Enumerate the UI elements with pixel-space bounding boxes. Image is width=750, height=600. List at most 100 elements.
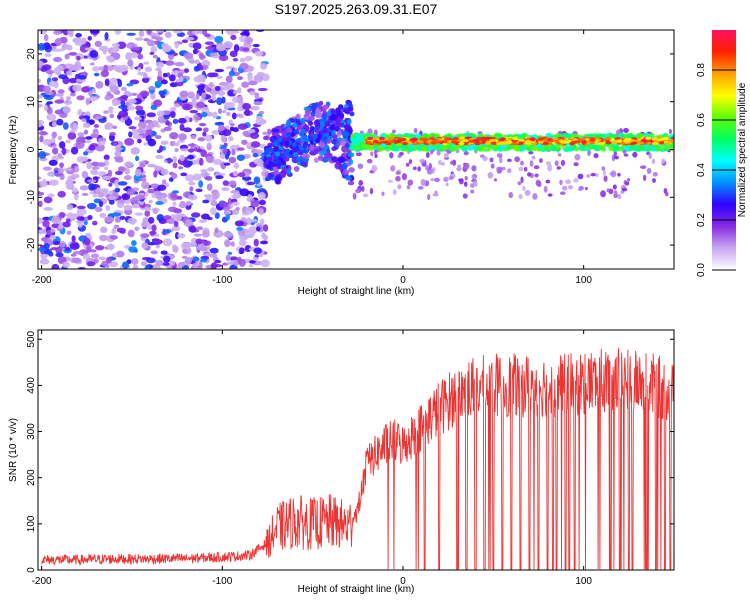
spectrogram-cell [654,146,661,152]
colorbar-tick-label: 0.4 [696,163,707,177]
spectrogram-cell [214,227,219,234]
spectrogram-cell [172,190,179,194]
spectrogram-cell [248,225,258,234]
spectrogram-cell [493,178,498,182]
spectrogram-cell [281,160,287,166]
spectrogram-cell [473,180,478,187]
spectrogram-cell [397,184,402,190]
spectrogram-cell [108,106,114,111]
spectrogram-cell [226,111,231,116]
spectrogram-cell [88,96,98,102]
spectrogram-cell [454,143,461,149]
spectrogram-cell [366,158,373,164]
spectrogram-cell [120,94,129,100]
spectrogram-cell [168,74,176,82]
spectrogram-cell [95,245,105,251]
spectrogram-cell [77,75,87,80]
spectrogram-cell [279,170,287,178]
spectrogram-cell [554,132,561,138]
spectrogram-cell [459,178,464,185]
spectrogram-cell [191,30,201,35]
spectrogram-cell [161,45,168,51]
spectrogram-cell [511,142,518,146]
spectrogram-cell [273,146,279,152]
spectrogram-cell [39,135,44,143]
spectrogram-cell [623,145,630,151]
spectrogram-cell [529,138,536,142]
spectrogram-cell [187,242,198,248]
spectrogram-cell [338,104,344,110]
spectrogram-cell [201,106,210,114]
spectrogram-cell [132,134,143,139]
spectrogram-cell [51,48,62,52]
spectrogram-cell [342,131,350,137]
spectrogram-cell [43,207,53,211]
spectrogram-cell [271,128,280,133]
spectrogram-cell [377,146,384,152]
spectrogram-cell [656,138,663,142]
spectrogram-cell [260,240,269,245]
spectrogram-cell [188,181,196,186]
spectrogram-cell [389,152,394,159]
spectrogram-cell [68,63,74,72]
spectrogram-cell [291,142,297,148]
spectrogram-cell [557,153,562,157]
snr-xlabel: Height of straight line (km) [298,584,415,595]
spectrogram-cell [508,192,514,199]
spectrogram-cell [202,127,209,133]
spectrogram-cell [147,242,156,246]
spectrogram-cell [50,228,56,233]
spectrogram-cell [121,193,131,200]
spectrogram-cell [151,238,159,242]
spectrogram-cell [131,92,138,96]
spectrogram-cell [178,166,184,170]
spectrogram-cell [185,218,193,227]
spectrogram-cell [286,168,291,175]
spectrogram-cell [598,141,605,146]
spectrogram-cell [280,152,286,158]
spectrogram-cell [432,193,439,197]
spectrogram-cell [255,117,266,126]
spectrogram-cell [45,69,54,75]
spectrogram-cell [38,176,42,180]
spectrogram-cell [51,122,58,127]
spectrogram-cell [129,79,140,85]
spectrogram-cell [265,176,272,181]
spectrogram-cell [458,142,465,146]
spectrogram-cell [611,141,618,145]
spectrogram-cell [92,220,98,226]
spectrogram-cell [228,180,237,186]
spectrogram-cell [147,188,155,194]
spectrogram-cell [196,101,206,109]
spectrogram-cell [271,162,277,168]
spectrogram-xtick-label: -100 [212,275,232,286]
spectrogram-cell [146,112,156,118]
spectrogram-cell [66,230,72,235]
spectrogram-cell [214,85,221,92]
spectrogram-cell [224,84,234,90]
spectrogram-cell [507,158,512,162]
spectrogram-cell [43,104,48,111]
spectrogram-cell [62,105,71,114]
spectrogram-cell [225,30,236,36]
spectrogram-cell [159,145,164,153]
spectrogram-cell [167,157,172,164]
spectrogram-cell [362,193,369,198]
spectrogram-cell [637,132,644,138]
spectrogram-cell [638,141,645,145]
spectrogram-cell [94,40,102,48]
spectrogram-cell [499,156,503,164]
spectrogram-cell [160,140,169,145]
spectrogram-cell [56,118,64,126]
spectrogram-cell [201,230,210,238]
spectrogram-cell [114,170,123,176]
spectrogram-cell [230,241,235,247]
spectrogram-cell [163,113,170,120]
spectrogram-cell [200,171,210,178]
snr-ytick-label: 500 [26,330,37,347]
spectrogram-cell [187,160,193,166]
spectrogram-cell [131,240,137,247]
spectrogram-cell [232,57,239,62]
spectrogram-ytick-label: -10 [26,190,37,205]
spectrogram-cell [42,64,52,71]
